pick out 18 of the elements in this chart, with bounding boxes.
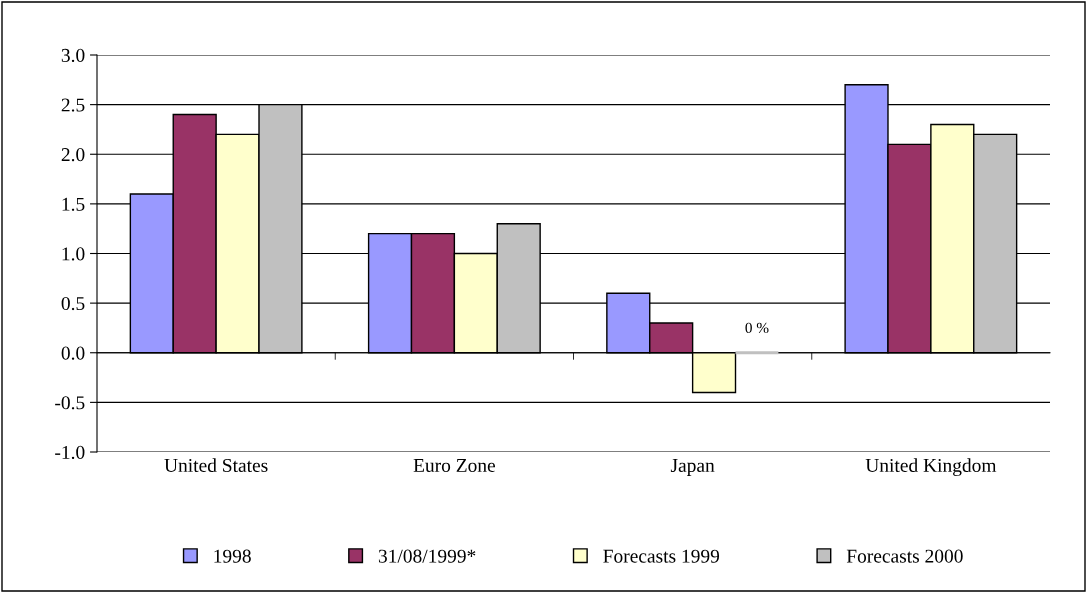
y-tick-label: -1.0	[55, 445, 85, 460]
legend-label: Forecasts 2000	[846, 549, 963, 563]
legend-label: 31/08/1999*	[378, 549, 476, 563]
y-tick-label: 1.5	[62, 197, 85, 211]
x-tick-label: United Kingdom	[865, 458, 997, 476]
legend-label: 1998	[214, 549, 251, 563]
y-tick-label: 0.0	[61, 346, 85, 360]
x-tick-label: United States	[164, 458, 268, 472]
y-tick-label: 1.0	[62, 247, 85, 261]
annotation: 0 %	[745, 322, 769, 334]
y-tick-label: 0.5	[61, 296, 85, 311]
y-tick-label: -0.5	[55, 396, 85, 410]
y-tick-label: 3.0	[61, 48, 85, 63]
y-tick-label: 2.5	[61, 98, 85, 112]
y-tick-label: 2.0	[61, 148, 85, 162]
x-tick-label: Euro Zone	[413, 459, 496, 472]
legend-label: Forecasts 1999	[603, 549, 720, 563]
x-tick-label: Japan	[670, 459, 715, 476]
